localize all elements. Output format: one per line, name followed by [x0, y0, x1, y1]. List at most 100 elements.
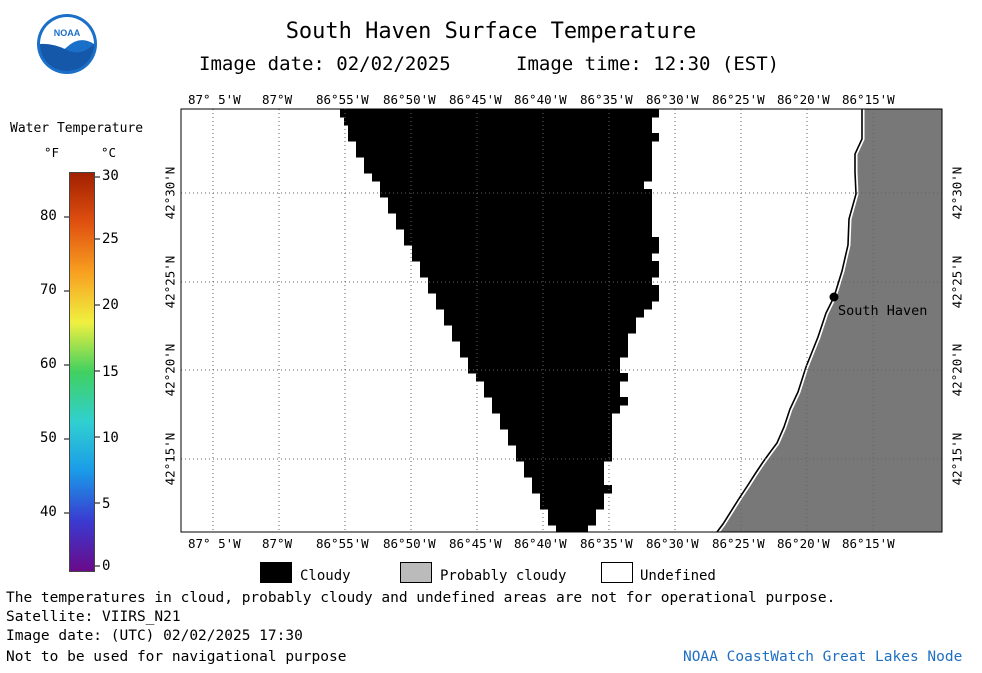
- cloud-row: [396, 213, 652, 222]
- shoreline-outline: [716, 109, 863, 533]
- colorbar-ticks: [64, 176, 100, 567]
- cloud-row: [404, 237, 659, 246]
- cloud-row: [356, 141, 652, 150]
- f-tick-50: 50: [40, 430, 57, 446]
- lon-label-bottom: 86°55'W: [316, 536, 369, 551]
- map-frame: [180, 108, 943, 533]
- cloud-row: [460, 349, 628, 358]
- lon-label-top: 86°15'W: [842, 92, 895, 107]
- cloud-row: [380, 189, 652, 198]
- lon-label-top: 86°40'W: [514, 92, 567, 107]
- lon-label-bottom: 86°45'W: [449, 536, 502, 551]
- cloud-row: [404, 229, 652, 238]
- cloud-row: [524, 469, 604, 478]
- cloud-row: [412, 253, 652, 262]
- lon-label-top: 86°35'W: [580, 92, 633, 107]
- cloud-row: [460, 341, 628, 350]
- logo-text: NOAA: [54, 28, 81, 38]
- cloud-row: [508, 437, 612, 446]
- cloud-row: [476, 373, 628, 382]
- disclaimer-text: The temperatures in cloud, probably clou…: [6, 590, 836, 606]
- lat-label-right: 42°30'N: [949, 166, 965, 220]
- cloud-row: [420, 261, 659, 270]
- cloud-row: [372, 173, 652, 182]
- cloud-row: [516, 445, 612, 454]
- cloud-row: [468, 365, 620, 374]
- cloud-row: [340, 109, 659, 118]
- cloud-row: [344, 117, 652, 126]
- cloud-row: [508, 429, 612, 438]
- c-tick-15: 15: [102, 364, 119, 380]
- f-tick-70: 70: [40, 282, 57, 298]
- c-tick-30: 30: [102, 168, 119, 184]
- cloud-row: [348, 133, 659, 142]
- c-tick-5: 5: [102, 496, 111, 512]
- cloud-row: [500, 413, 612, 422]
- cloud-row: [532, 485, 612, 494]
- lat-label-left: 42°15'N: [162, 432, 178, 486]
- unit-celsius: °C: [101, 145, 117, 160]
- cloud-row: [492, 397, 628, 406]
- lon-label-bottom: 87°W: [262, 536, 293, 551]
- cloud-row: [420, 269, 659, 278]
- colorbar-title: Water Temperature: [10, 121, 144, 136]
- cloud-row: [484, 389, 620, 398]
- image-date: Image date: 02/02/2025: [199, 53, 451, 75]
- satellite-text: Satellite: VIIRS_N21: [6, 609, 181, 625]
- cloud-row: [524, 461, 604, 470]
- cloud-row: [380, 181, 644, 190]
- f-tick-60: 60: [40, 356, 57, 372]
- cloud-row: [500, 421, 612, 430]
- cloud-row: [348, 125, 652, 134]
- cloud-row: [492, 405, 620, 414]
- unit-fahrenheit: °F: [44, 145, 60, 160]
- lat-label-left: 42°30'N: [162, 166, 178, 220]
- lat-label-left: 42°20'N: [162, 343, 178, 397]
- c-tick-25: 25: [102, 231, 119, 247]
- lon-label-top: 87°W: [262, 92, 293, 107]
- lat-label-right: 42°20'N: [949, 343, 965, 397]
- cloud-row: [444, 309, 644, 318]
- cloud-row: [532, 477, 604, 486]
- lon-label-top: 86°45'W: [449, 92, 502, 107]
- lon-label-bottom: 86°35'W: [580, 536, 633, 551]
- cloud-row: [356, 149, 652, 158]
- cloud-row: [548, 517, 596, 526]
- c-tick-0: 0: [102, 558, 111, 574]
- cloud-row: [556, 525, 588, 533]
- page-title: South Haven Surface Temperature: [285, 19, 697, 44]
- f-tick-40: 40: [40, 504, 57, 520]
- lon-label-top: 87° 5'W: [188, 92, 241, 107]
- cloud-row: [364, 157, 652, 166]
- lat-label-right: 42°25'N: [949, 255, 965, 309]
- lon-label-bottom: 86°20'W: [777, 536, 830, 551]
- cloud-row: [516, 453, 612, 462]
- image-time: Image time: 12:30 (EST): [516, 53, 780, 75]
- lon-label-bottom: 86°50'W: [383, 536, 436, 551]
- cloud-row: [444, 317, 636, 326]
- cloud-row: [468, 357, 620, 366]
- lon-label-bottom: 86°30'W: [646, 536, 699, 551]
- lon-label-top: 86°25'W: [712, 92, 765, 107]
- lon-label-bottom: 86°25'W: [712, 536, 765, 551]
- lon-label-top: 86°55'W: [316, 92, 369, 107]
- cloud-row: [388, 205, 652, 214]
- legend-label-undefined: Undefined: [640, 568, 716, 584]
- cloud-row: [436, 293, 659, 302]
- cloud-row: [364, 165, 652, 174]
- legend-swatch-undefined: [601, 562, 633, 583]
- lon-label-top: 86°30'W: [646, 92, 699, 107]
- cloud-row: [388, 197, 652, 206]
- land-area: [717, 109, 942, 532]
- lat-label-left: 42°25'N: [162, 255, 178, 309]
- credit-text: NOAA CoastWatch Great Lakes Node: [683, 649, 963, 665]
- lon-label-top: 86°20'W: [777, 92, 830, 107]
- cloud-row: [436, 301, 652, 310]
- lon-label-bottom: 86°40'W: [514, 536, 567, 551]
- c-tick-20: 20: [102, 297, 119, 313]
- f-tick-80: 80: [40, 208, 57, 224]
- cloud-row: [548, 509, 596, 518]
- cloud-row: [540, 501, 604, 510]
- cloud-row: [412, 245, 659, 254]
